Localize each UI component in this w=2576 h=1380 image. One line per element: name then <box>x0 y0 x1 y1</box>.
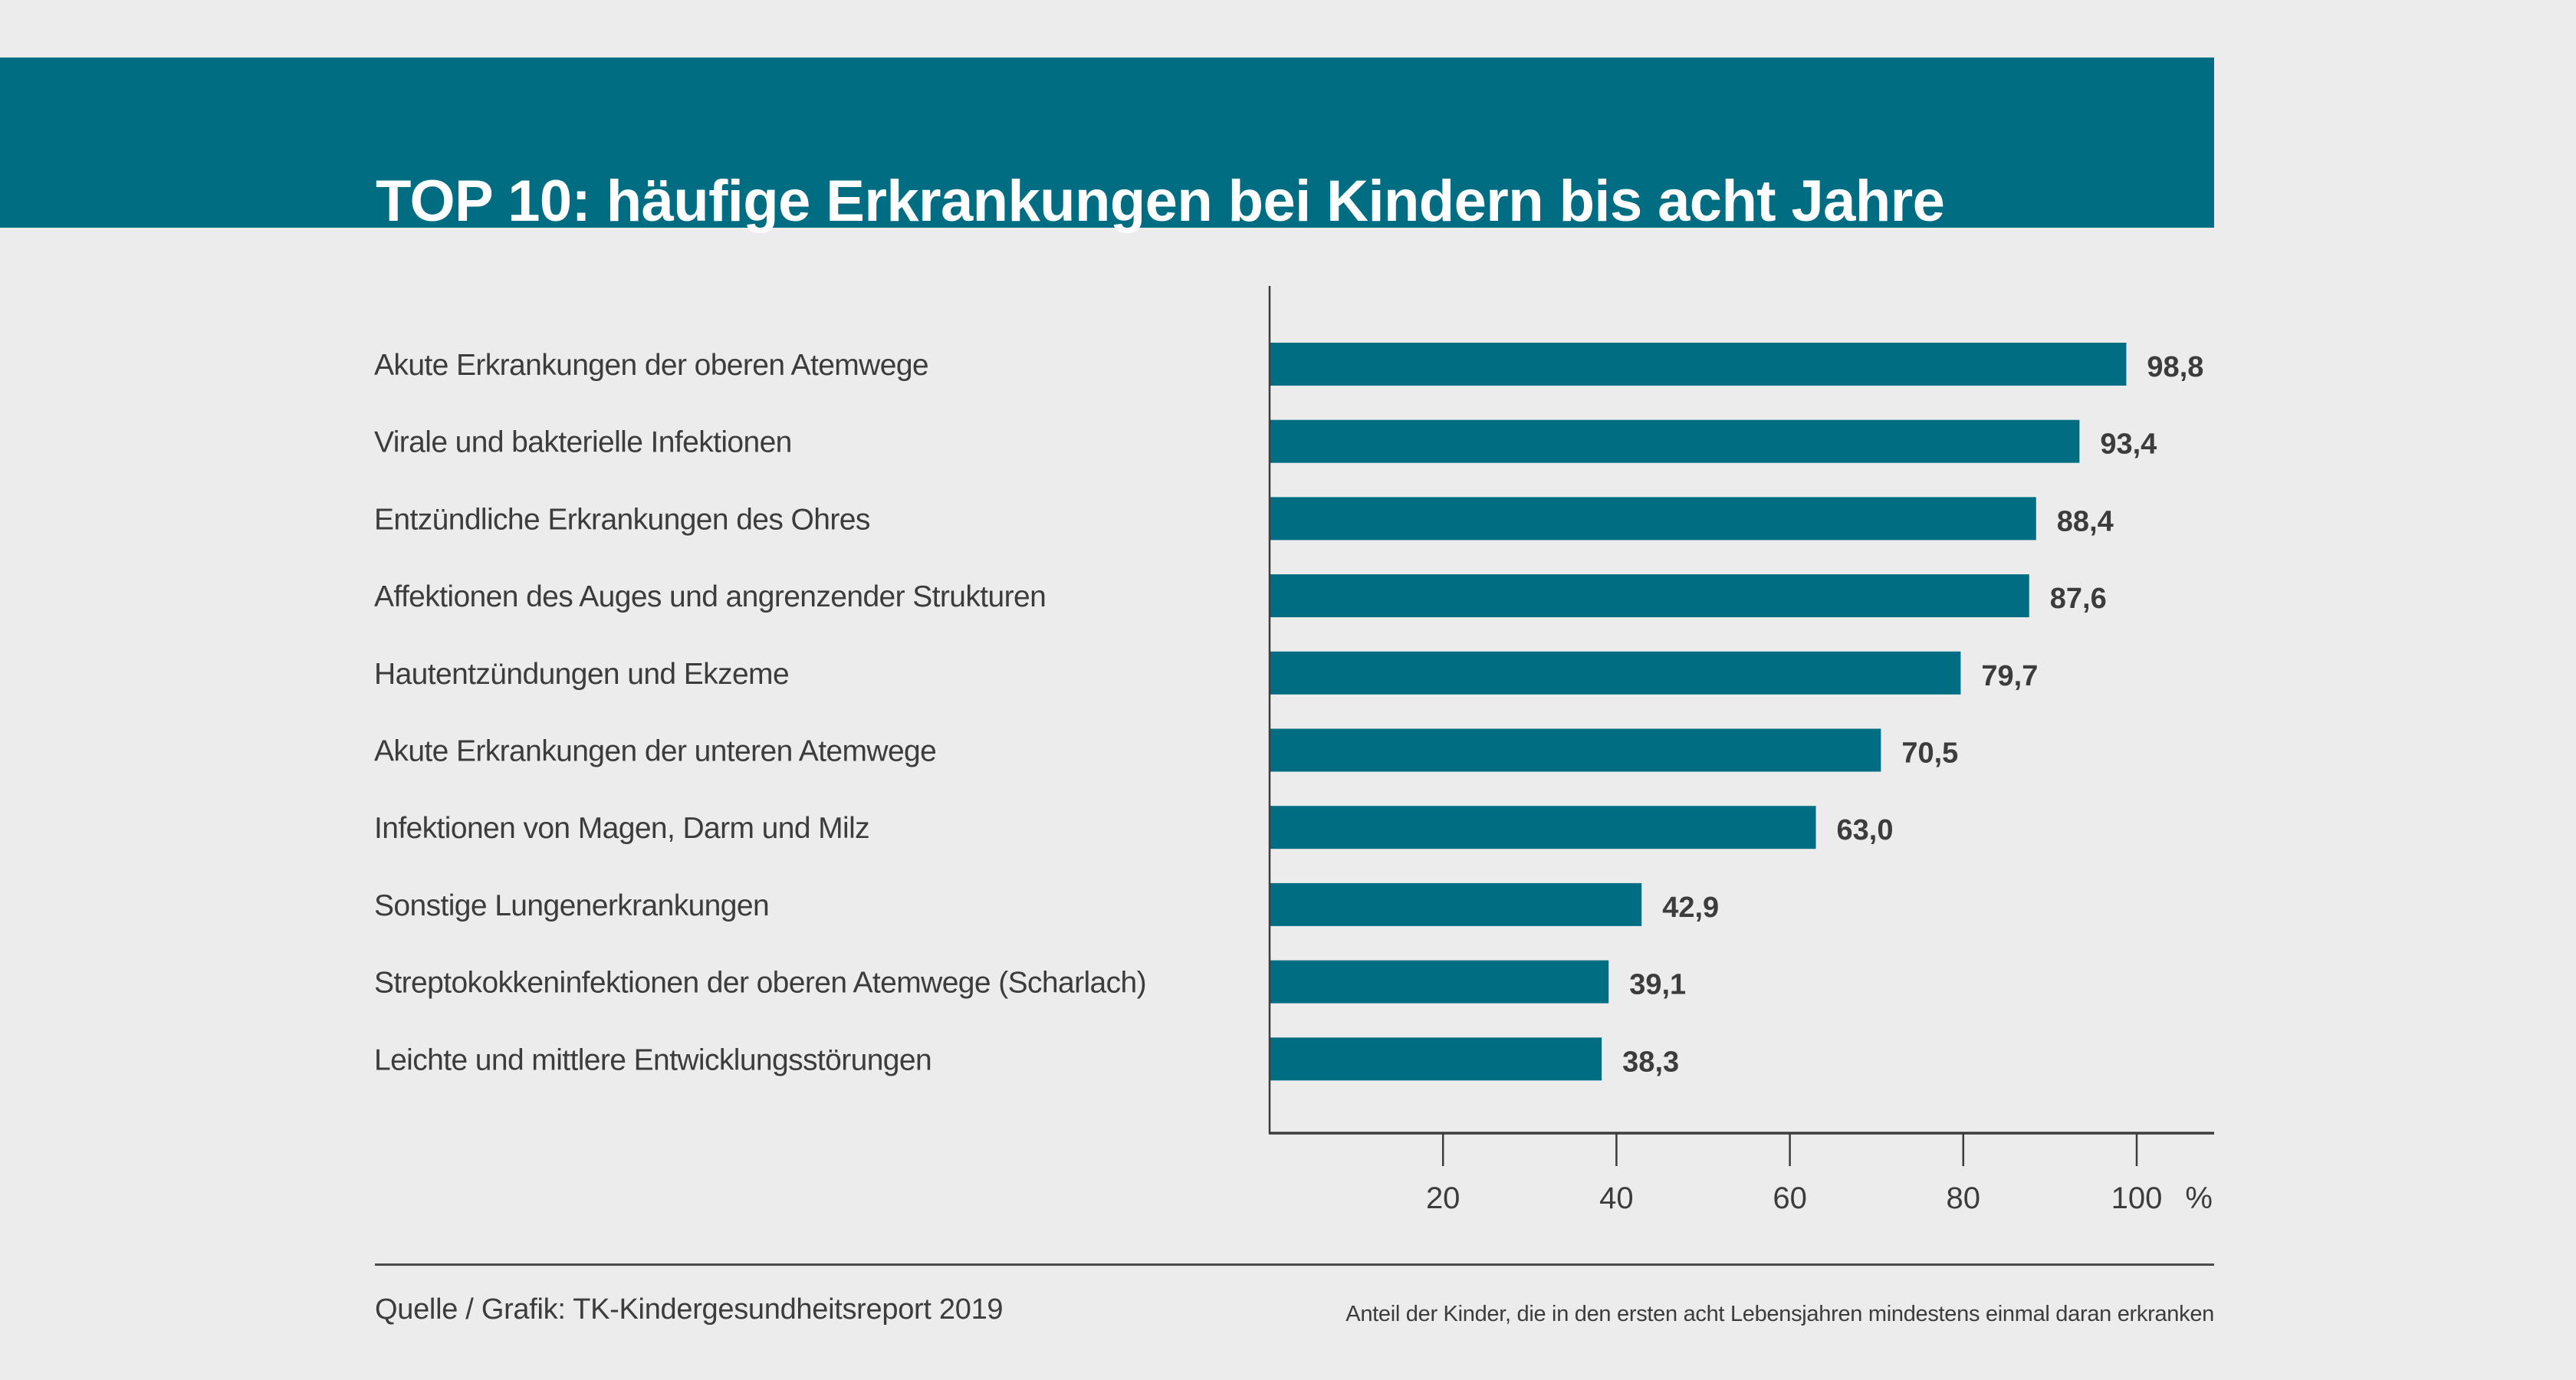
chart-footnote: Anteil der Kinder, die in den ersten ach… <box>1346 1302 2214 1326</box>
category-label: Affektionen des Auges und angrenzender S… <box>374 580 1046 613</box>
title-banner: TOP 10: häufige Erkrankungen bei Kindern… <box>0 58 2214 234</box>
value-label: 93,4 <box>2100 429 2157 461</box>
bar <box>1270 728 1881 772</box>
source-credit: Quelle / Grafik: TK-Kindergesundheitsrep… <box>375 1293 1004 1326</box>
chart-title: TOP 10: häufige Erkrankungen bei Kindern… <box>376 169 1945 234</box>
category-labels: Akute Erkrankungen der oberen Atemwege Vi… <box>374 349 1147 1076</box>
category-label: Akute Erkrankungen der oberen Atemwege <box>374 349 928 382</box>
x-tick-label: 80 <box>1947 1181 1981 1215</box>
x-tick-label: 60 <box>1773 1181 1807 1215</box>
category-label: Sonstige Lungenerkrankungen <box>374 889 769 922</box>
bar <box>1270 882 1642 926</box>
category-label: Streptokokkeninfektionen der oberen Atem… <box>374 967 1146 1000</box>
category-label: Leichte und mittlere Entwicklungsstörung… <box>374 1043 932 1076</box>
value-label: 42,9 <box>1662 892 1719 924</box>
value-label: 79,7 <box>1981 660 2038 692</box>
bar <box>1270 497 2036 540</box>
value-label: 88,4 <box>2057 505 2114 537</box>
bars <box>1270 343 2127 1081</box>
value-labels: 98,8 93,4 88,4 87,6 79,7 70,5 63,0 42,9 39,1 38,3 <box>1622 351 2203 1078</box>
value-label: 70,5 <box>1901 738 1958 770</box>
bar <box>1270 960 1609 1004</box>
footer-divider <box>375 1263 2214 1266</box>
value-label: 87,6 <box>2050 583 2107 615</box>
value-label: 38,3 <box>1622 1046 1679 1078</box>
category-label: Hautentzündungen und Ekzeme <box>374 658 789 691</box>
bar <box>1270 1037 1602 1081</box>
bar <box>1270 343 2127 386</box>
bar <box>1270 651 1961 695</box>
x-axis-unit-label: % <box>2185 1181 2213 1215</box>
bar <box>1270 806 1816 849</box>
x-tick-label: 100 <box>2111 1181 2163 1215</box>
value-label: 39,1 <box>1629 969 1686 1001</box>
category-label: Entzündliche Erkrankungen des Ohres <box>374 503 870 536</box>
value-label: 63,0 <box>1837 814 1894 846</box>
category-label: Infektionen von Magen, Darm und Milz <box>374 812 869 845</box>
bar <box>1270 574 2029 618</box>
x-axis-tick-labels: 20 40 60 80 100 <box>1426 1181 2162 1215</box>
category-label: Virale und bakterielle Infektionen <box>374 426 792 459</box>
category-label: Akute Erkrankungen der unteren Atemwege <box>374 735 936 768</box>
x-tick-label: 20 <box>1426 1181 1460 1215</box>
value-label: 98,8 <box>2147 351 2203 383</box>
x-tick-label: 40 <box>1599 1181 1634 1215</box>
x-axis-ticks <box>1441 1133 2138 1166</box>
bar <box>1270 419 2080 463</box>
